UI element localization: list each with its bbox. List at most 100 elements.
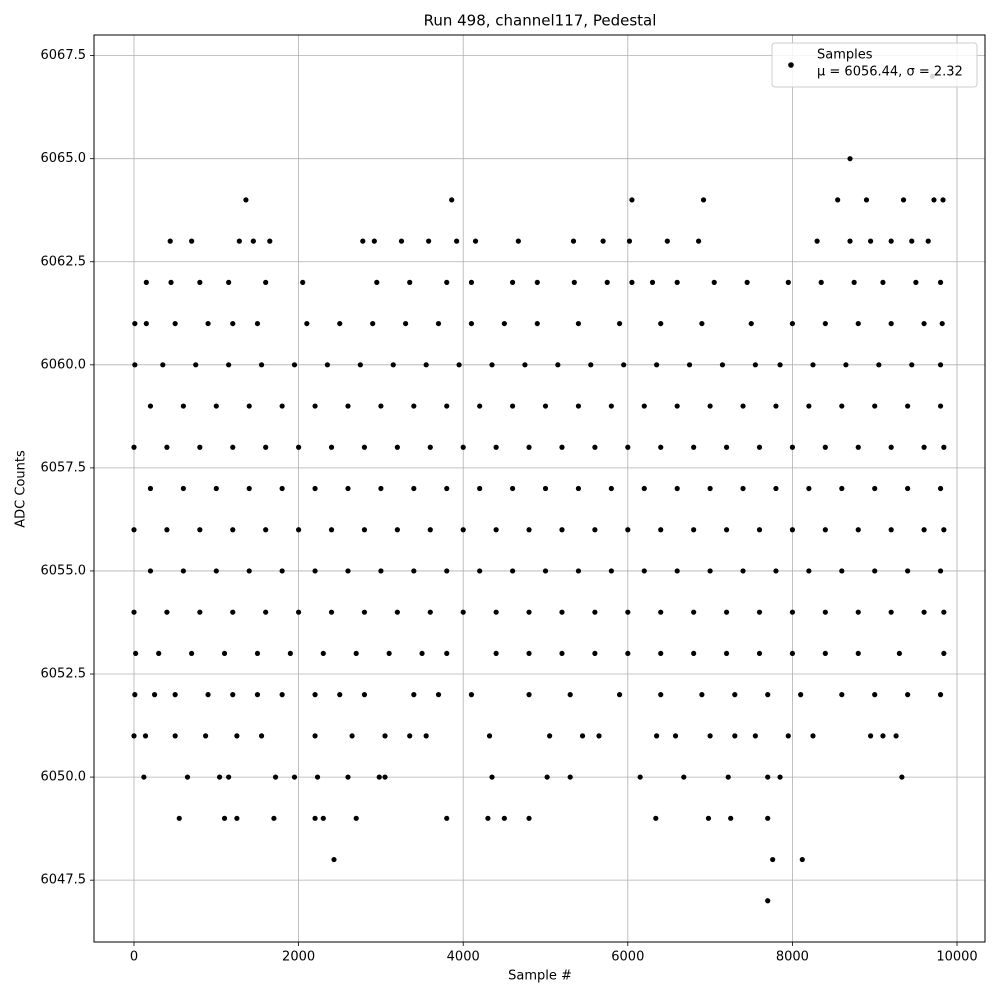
point (789, 444, 796, 450)
point (426, 238, 432, 244)
y-tick-label: 6065.0 (41, 151, 87, 166)
point (180, 403, 186, 409)
point (629, 279, 635, 285)
point (658, 320, 664, 327)
point (254, 692, 261, 698)
point (526, 692, 532, 698)
point (361, 692, 368, 698)
point (460, 444, 466, 450)
point (570, 238, 577, 244)
point (855, 650, 861, 657)
point (571, 279, 577, 285)
point (296, 609, 302, 615)
point (526, 444, 532, 450)
point (460, 527, 466, 533)
point (937, 279, 944, 285)
point (621, 362, 627, 368)
point (888, 320, 894, 327)
point (522, 362, 528, 368)
point (674, 568, 680, 574)
point (263, 279, 269, 285)
point (674, 279, 680, 285)
point (905, 568, 911, 574)
point (493, 444, 499, 450)
point (770, 856, 776, 863)
point (851, 279, 857, 285)
point (197, 444, 203, 450)
point (725, 774, 731, 780)
point (370, 320, 376, 327)
point (156, 650, 162, 657)
point (468, 692, 475, 698)
point (291, 774, 298, 780)
point (686, 362, 693, 368)
y-tick-label: 6060.0 (41, 357, 87, 372)
x-tick-label: 4000 (447, 950, 480, 965)
point (133, 650, 139, 657)
point (394, 527, 400, 533)
point (314, 774, 321, 780)
point (357, 362, 363, 368)
point (141, 774, 147, 780)
point (189, 238, 195, 244)
point (855, 320, 861, 327)
point (263, 527, 269, 533)
point (810, 362, 816, 368)
point (765, 898, 771, 904)
x-tick-label: 8000 (776, 950, 809, 965)
point (592, 444, 598, 450)
point (402, 320, 409, 327)
point (444, 485, 450, 492)
point (658, 650, 664, 657)
chart-title: Run 498, channel117, Pedestal (424, 12, 657, 30)
point (818, 279, 824, 285)
point (843, 362, 849, 368)
point (931, 197, 937, 203)
point (184, 774, 191, 780)
point (810, 733, 816, 739)
point (653, 815, 659, 821)
point (164, 527, 170, 533)
point (378, 568, 384, 574)
point (267, 238, 273, 244)
point (773, 403, 779, 409)
point (789, 527, 796, 533)
point (664, 238, 670, 244)
point (937, 403, 944, 409)
point (707, 733, 713, 739)
point (526, 650, 532, 657)
point (435, 320, 442, 327)
point (723, 444, 730, 450)
y-tick-label: 6047.5 (41, 873, 87, 888)
point (847, 238, 853, 244)
point (132, 692, 138, 698)
point (542, 568, 549, 574)
point (371, 238, 377, 244)
point (509, 403, 516, 409)
legend-stats: μ = 6056.44, σ = 2.32 (817, 65, 963, 80)
point (937, 568, 944, 574)
point (839, 692, 845, 698)
point (226, 279, 232, 285)
point (493, 609, 499, 615)
point (534, 320, 540, 327)
point (691, 444, 697, 450)
x-axis-label: Sample # (508, 969, 572, 984)
point (216, 774, 223, 780)
point (559, 444, 565, 450)
point (732, 733, 738, 739)
point (592, 609, 598, 615)
point (378, 403, 384, 409)
point (353, 815, 359, 821)
point (345, 774, 351, 780)
point (312, 485, 318, 492)
point (905, 692, 911, 698)
point (468, 279, 475, 285)
point (822, 320, 828, 327)
point (312, 568, 318, 574)
point (279, 692, 285, 698)
point (205, 320, 211, 327)
point (423, 733, 429, 739)
y-tick-label: 6067.5 (41, 48, 87, 63)
